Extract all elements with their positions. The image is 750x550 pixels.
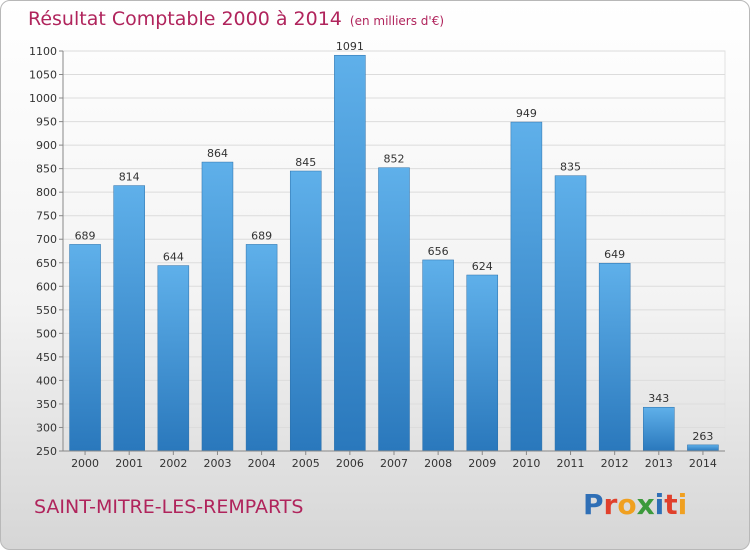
y-tick-label: 1000	[29, 92, 57, 105]
x-tick-label: 2011	[557, 457, 585, 470]
bar-value-label: 949	[516, 107, 537, 120]
bar-value-label: 835	[560, 161, 581, 174]
y-tick-label: 900	[36, 139, 57, 152]
bar	[378, 167, 410, 452]
y-axis: 250 300 350 400 450 500 550 600 650 700 750 800 850 9…	[29, 45, 64, 458]
bar	[113, 185, 145, 452]
bars: 689 814 644 864 689 845 1091 852 656 624 949 835 649…	[69, 40, 719, 452]
y-tick-label: 950	[36, 116, 57, 129]
bar	[245, 244, 278, 452]
y-tick-label: 350	[36, 398, 57, 411]
bar-value-label: 656	[428, 245, 449, 258]
chart-title-text: Résultat Comptable 2000 à 2014	[28, 8, 342, 30]
y-tick-label: 500	[36, 327, 57, 340]
x-tick-label: 2008	[424, 457, 452, 470]
x-tick-label: 2010	[512, 457, 540, 470]
chart-subtitle: (en milliers d'€)	[349, 14, 445, 28]
x-tick-label: 2003	[203, 457, 231, 470]
bar	[289, 170, 322, 452]
y-tick-label: 850	[36, 163, 57, 176]
y-tick-label: 400	[36, 374, 57, 387]
x-tick-label: 2004	[248, 457, 276, 470]
x-tick-label: 2001	[115, 457, 143, 470]
x-tick-label: 2012	[601, 457, 629, 470]
bar-value-label: 845	[295, 156, 316, 169]
bar-value-label: 624	[472, 260, 493, 273]
chart-title: Résultat Comptable 2000 à 2014 (en millie…	[28, 8, 444, 30]
y-tick-label: 300	[36, 421, 57, 434]
bar	[466, 274, 499, 452]
x-axis: 2000 2001 2002 2003 2004 2005 2006 2007 2008 2009…	[63, 450, 725, 470]
proxiti-logo: Proxiti	[583, 488, 688, 521]
x-tick-label: 2000	[71, 457, 99, 470]
y-tick-label: 450	[36, 351, 57, 364]
x-tick-label: 2006	[336, 457, 364, 470]
bar	[510, 121, 543, 452]
bar	[598, 262, 631, 452]
y-tick-label: 750	[36, 210, 57, 223]
x-tick-label: 2009	[468, 457, 496, 470]
x-tick-label: 2014	[689, 457, 717, 470]
bar-value-label: 1091	[336, 40, 364, 53]
bar	[687, 444, 719, 452]
bar	[69, 244, 101, 452]
bar	[643, 406, 675, 452]
bar-value-label: 689	[75, 229, 96, 242]
bar	[554, 175, 587, 452]
bar-value-label: 852	[384, 153, 405, 166]
x-tick-label: 2002	[159, 457, 187, 470]
y-tick-label: 1050	[29, 69, 57, 82]
bar	[334, 54, 366, 452]
x-tick-label: 2007	[380, 457, 408, 470]
commune-name: SAINT-MITRE-LES-REMPARTS	[34, 496, 304, 518]
y-tick-label: 1100	[29, 45, 57, 58]
bar-value-label: 649	[604, 248, 625, 261]
bar-value-label: 343	[648, 392, 669, 405]
bar	[201, 161, 234, 452]
x-tick-label: 2013	[645, 457, 673, 470]
y-tick-label: 600	[36, 280, 57, 293]
y-tick-label: 700	[36, 233, 57, 246]
y-tick-label: 800	[36, 186, 57, 199]
y-tick-label: 250	[36, 445, 57, 458]
bar-value-label: 689	[251, 229, 272, 242]
y-tick-label: 550	[36, 304, 57, 317]
bar-value-label: 864	[207, 147, 228, 160]
bar	[157, 265, 190, 452]
bar	[422, 259, 454, 452]
bar-value-label: 263	[692, 430, 713, 443]
bar-value-label: 644	[163, 251, 184, 264]
bar-value-label: 814	[119, 171, 140, 184]
x-tick-label: 2005	[292, 457, 320, 470]
y-tick-label: 650	[36, 257, 57, 270]
